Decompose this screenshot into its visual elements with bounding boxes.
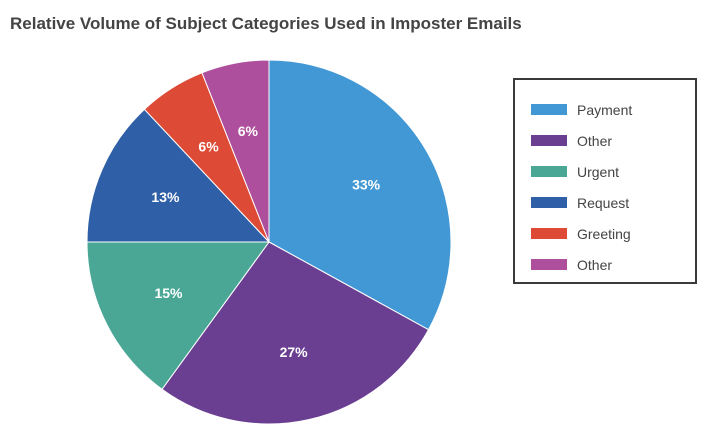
- legend-label: Urgent: [577, 163, 620, 180]
- legend-swatch: [531, 166, 567, 177]
- slice-data-label: 6%: [238, 123, 259, 139]
- pie-slice-other-1: [161, 241, 430, 425]
- legend-item-urgent: Urgent: [531, 156, 695, 187]
- slice-data-label: 6%: [198, 139, 219, 155]
- legend-label: Other: [577, 132, 613, 149]
- legend-item-other: Other: [531, 125, 695, 156]
- legend-item-greeting: Greeting: [531, 218, 695, 249]
- legend-item-payment: Payment: [531, 94, 695, 125]
- pie-slice-payment-0: [268, 59, 452, 331]
- pie-slice-request-3: [86, 108, 271, 243]
- legend-item-other-2: Other: [531, 249, 695, 280]
- legend-swatch: [531, 259, 567, 270]
- legend-label: Payment: [577, 101, 633, 118]
- legend-label: Request: [577, 194, 630, 211]
- legend-swatch: [531, 228, 567, 239]
- legend-swatch: [531, 104, 567, 115]
- legend-label: Other: [577, 256, 613, 273]
- pie-slice-urgent-2: [86, 241, 270, 390]
- slice-data-label: 15%: [154, 285, 183, 301]
- slice-data-label: 33%: [352, 177, 381, 193]
- legend-item-request: Request: [531, 187, 695, 218]
- slice-data-label: 13%: [151, 189, 180, 205]
- legend: Payment Other Urgent Request Greeting Ot…: [513, 78, 697, 284]
- slice-data-label: 27%: [280, 344, 309, 360]
- chart-title: Relative Volume of Subject Categories Us…: [10, 14, 522, 33]
- legend-swatch: [531, 197, 567, 208]
- legend-label: Greeting: [577, 225, 631, 242]
- legend-swatch: [531, 135, 567, 146]
- pie-slice-other-5: [201, 59, 270, 243]
